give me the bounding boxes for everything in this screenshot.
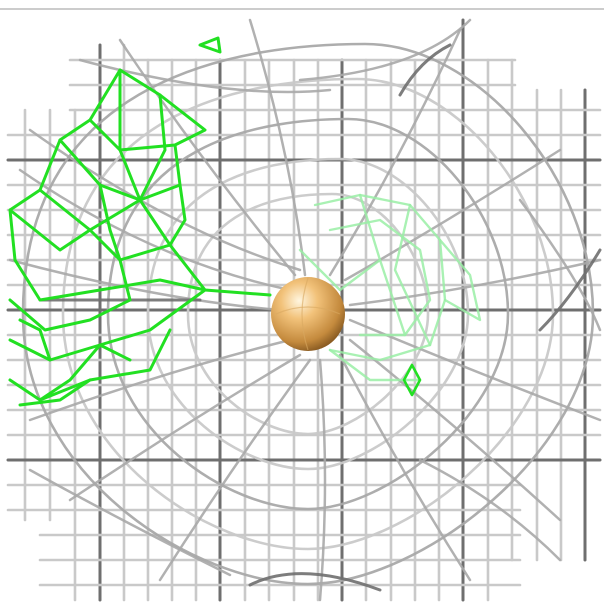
- green-mesh-line: [8, 298, 132, 332]
- green-mesh-line: [18, 318, 52, 362]
- curved-mesh-strand: [318, 358, 327, 602]
- green-mesh-line: [98, 183, 132, 302]
- green-density-mesh: [8, 36, 272, 407]
- green-mesh-line: [8, 208, 172, 262]
- curved-mesh-strand: [343, 148, 562, 282]
- faded-green-density-mesh: [298, 193, 482, 397]
- grey-curved-mesh: [8, 18, 602, 602]
- green-mesh-line: [168, 183, 187, 247]
- faded-green-mesh-line: [328, 218, 432, 337]
- curved-mesh-strand-dark: [398, 43, 452, 97]
- sphere-longitude-line: [301, 277, 309, 351]
- curved-mesh-strand: [248, 18, 307, 277]
- sphere-latitude-line: [275, 306, 341, 315]
- curved-mesh-strand: [28, 128, 302, 272]
- curved-mesh-strand: [348, 318, 602, 422]
- curved-mesh-strand: [28, 338, 292, 422]
- curved-mesh-strand: [298, 18, 472, 82]
- curved-mesh-strand: [118, 38, 297, 277]
- faded-green-mesh-line: [438, 238, 482, 322]
- faded-green-mesh-line: [393, 203, 432, 347]
- curved-contour-ring: [186, 192, 430, 436]
- curved-mesh-strand: [328, 28, 462, 277]
- curved-mesh-strand: [18, 168, 292, 292]
- curved-mesh-strand: [348, 338, 562, 522]
- small-green-diamond: [402, 363, 422, 397]
- green-mesh-line: [8, 328, 172, 402]
- curved-mesh-strand: [8, 258, 282, 312]
- curved-mesh-strand: [518, 198, 602, 332]
- faded-green-mesh-line: [313, 193, 447, 362]
- green-mesh-line: [38, 343, 132, 402]
- curved-mesh-strand: [78, 58, 332, 94]
- green-mesh-line: [38, 188, 207, 292]
- curved-mesh-strand: [158, 358, 312, 582]
- central-ion-sphere[interactable]: [271, 277, 345, 351]
- green-mesh-line: [13, 258, 272, 302]
- green-mesh-line: [18, 378, 92, 407]
- curved-mesh-strand-dark: [538, 248, 602, 332]
- curved-mesh-strand: [28, 468, 232, 577]
- curved-mesh-strand: [418, 458, 562, 562]
- curved-mesh-strand-dark: [248, 572, 382, 592]
- faded-green-mesh-line: [298, 248, 382, 292]
- curved-mesh-strand: [68, 353, 302, 502]
- curved-mesh-strand: [338, 353, 472, 582]
- curved-contour-ring: [106, 117, 510, 511]
- small-green-triangle: [198, 36, 222, 54]
